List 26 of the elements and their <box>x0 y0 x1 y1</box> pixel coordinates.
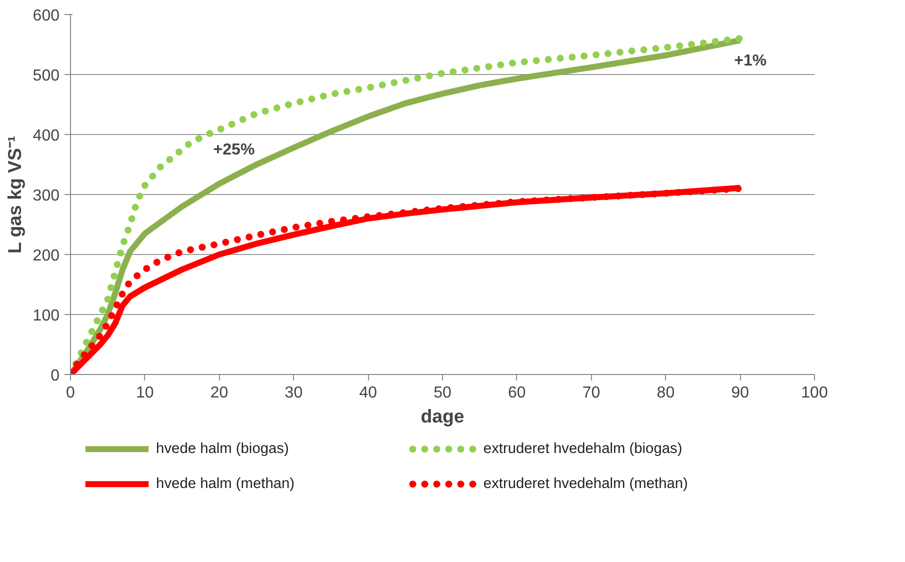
x-tick-label: 100 <box>801 384 828 402</box>
y-tick-label: 500 <box>32 68 60 84</box>
y-axis-title: L gas kg VS⁻¹ <box>4 136 25 254</box>
x-tick-label: 90 <box>731 384 750 402</box>
y-tick-label: 400 <box>32 128 60 144</box>
x-axis-title: dage <box>420 406 464 426</box>
legend-label: hvede halm (biogas) <box>156 441 289 458</box>
y-tick-label: 600 <box>32 8 60 24</box>
x-tick-label: 30 <box>284 384 303 402</box>
x-tick-label: 10 <box>136 384 154 402</box>
y-tick-label: 300 <box>32 188 60 204</box>
legend-label: extruderet hvedehalm (methan) <box>483 476 688 492</box>
x-tick-label: 60 <box>508 384 526 402</box>
annotation: +25% <box>213 142 255 159</box>
x-tick-label: 80 <box>656 384 675 402</box>
x-tick-label: 0 <box>66 384 76 402</box>
x-tick-label: 70 <box>582 384 600 402</box>
y-tick-label: 200 <box>32 248 60 264</box>
legend-label: extruderet hvedehalm (biogas) <box>483 441 682 458</box>
x-tick-label: 20 <box>210 384 228 402</box>
y-tick-label: 100 <box>32 308 60 324</box>
legend-label: hvede halm (methan) <box>156 476 295 492</box>
x-tick-label: 40 <box>359 384 378 402</box>
y-tick-label: 0 <box>50 368 60 384</box>
x-tick-label: 50 <box>434 384 452 402</box>
annotation: +1% <box>734 52 767 70</box>
